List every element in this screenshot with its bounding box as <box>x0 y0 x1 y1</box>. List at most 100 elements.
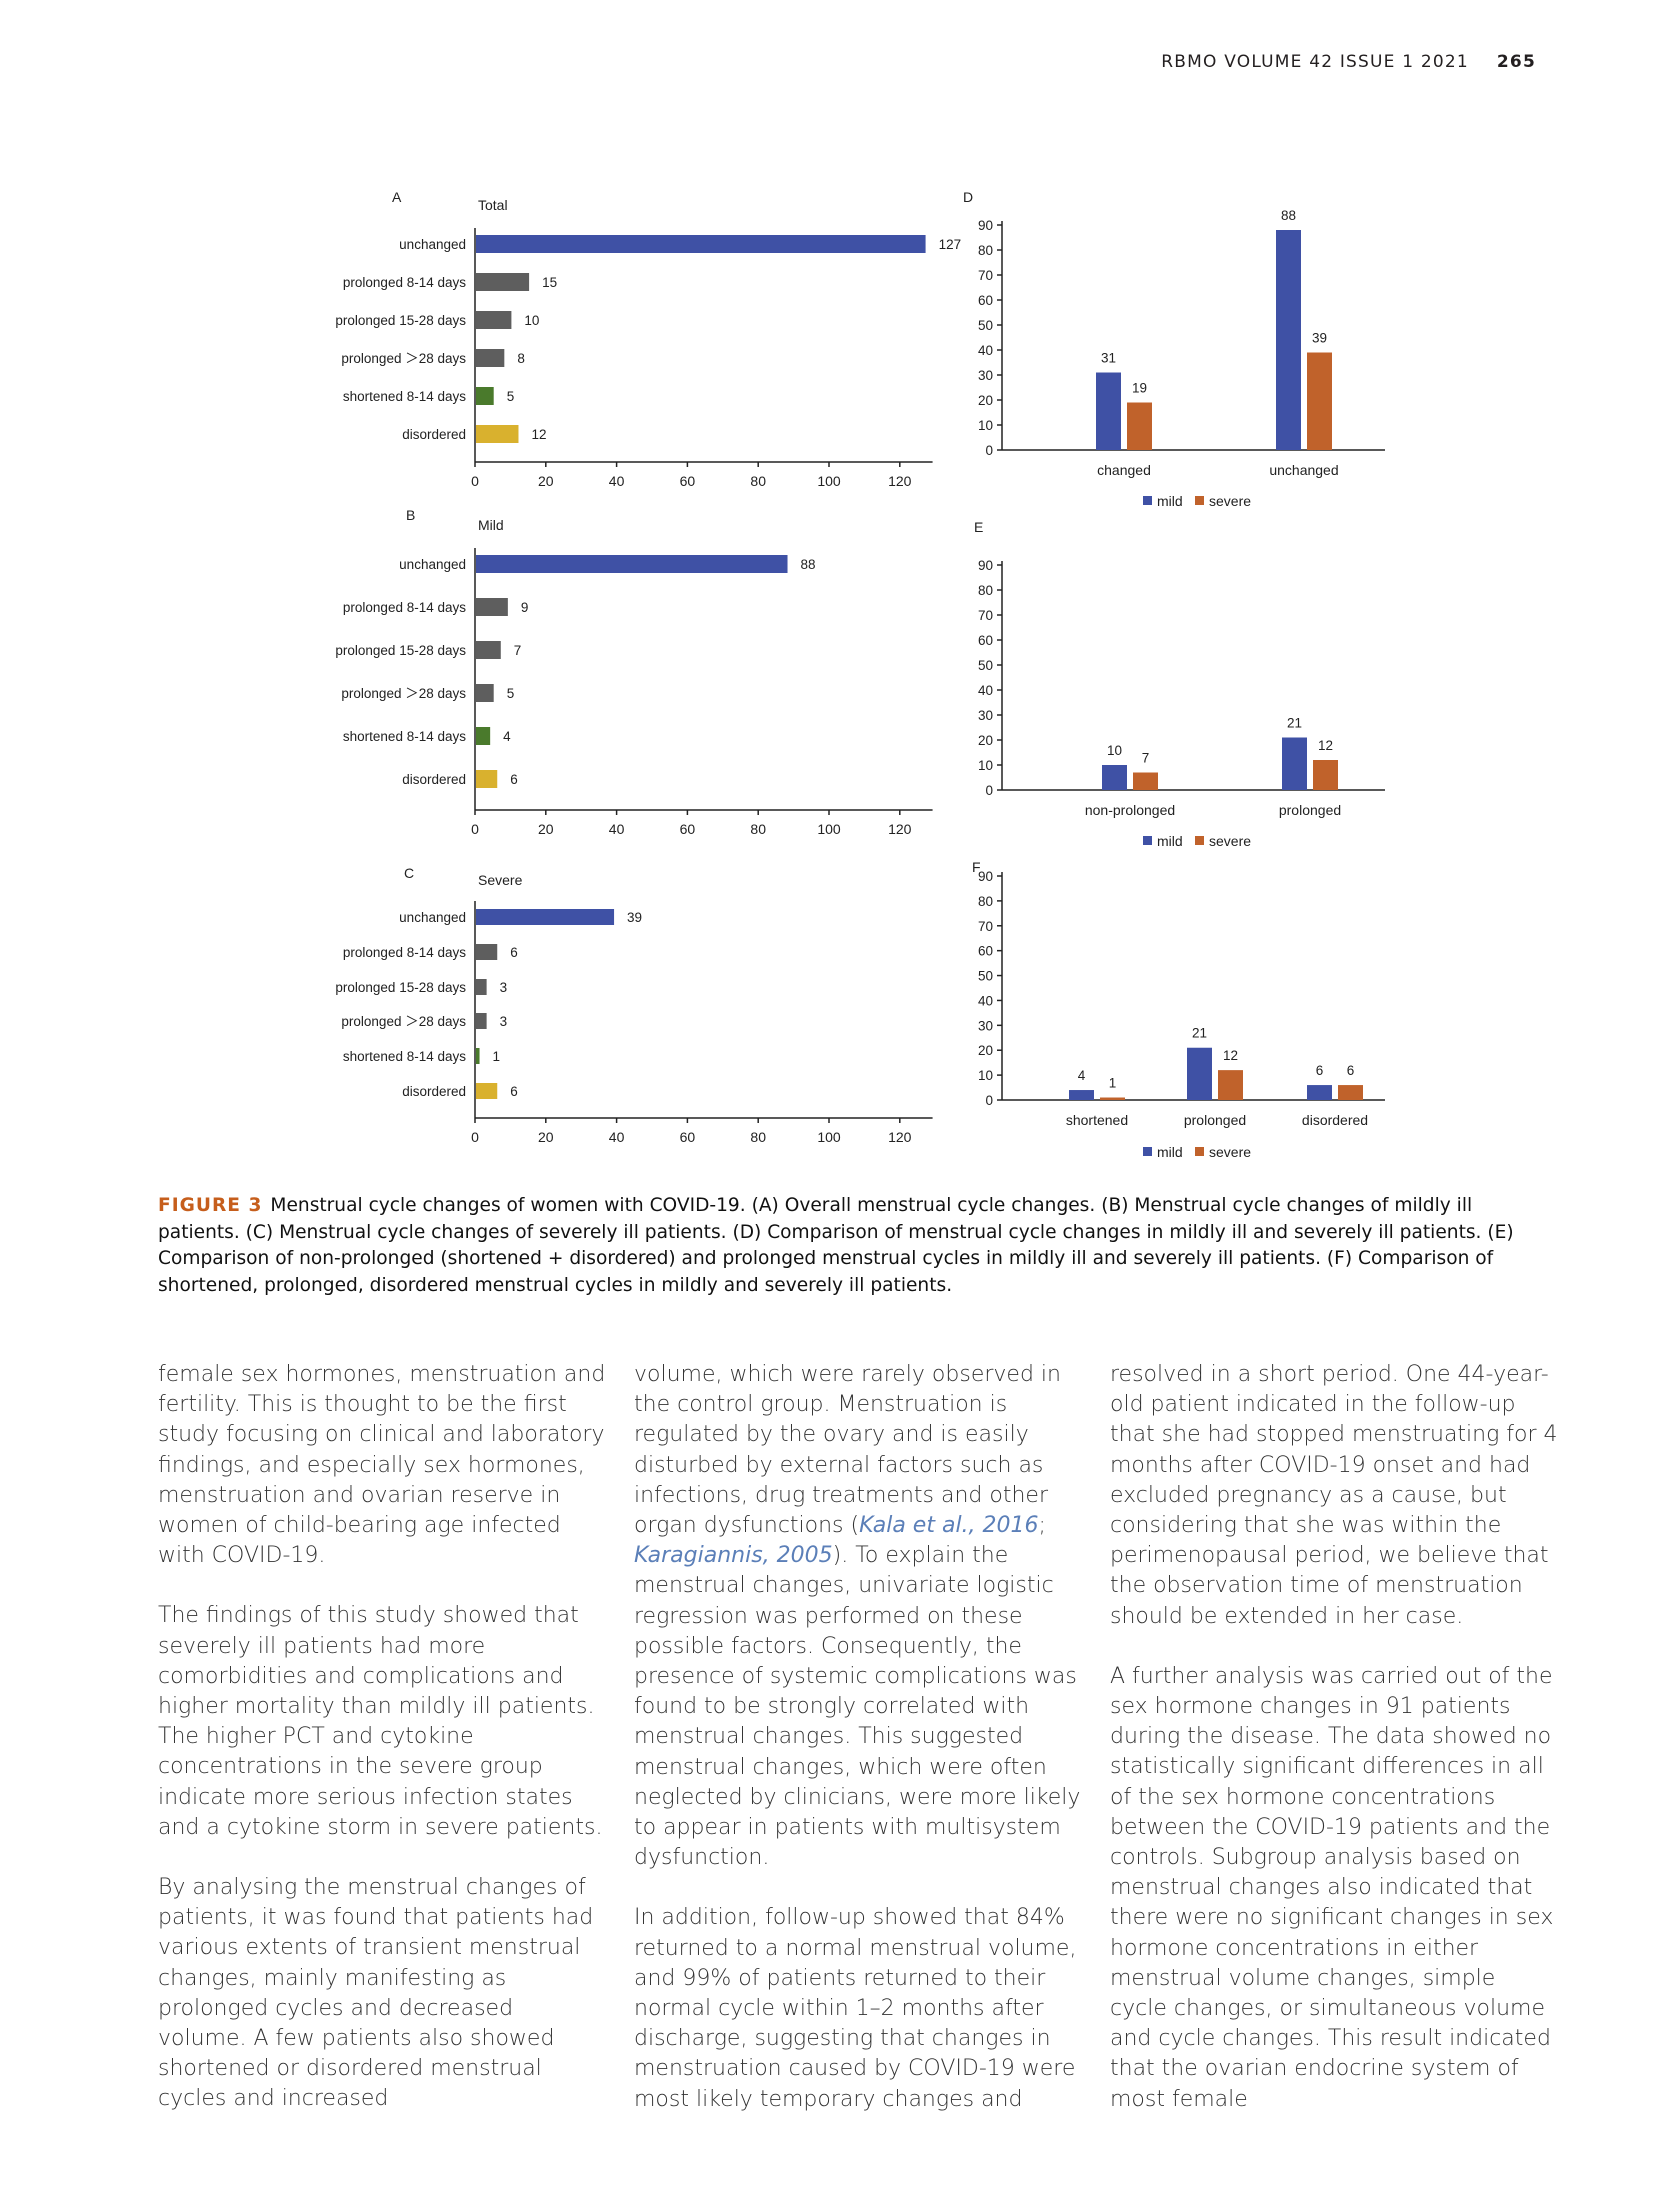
bar <box>1102 765 1127 790</box>
paragraph: In addition, follow-up showed that 84% r… <box>634 1905 1077 2112</box>
bar <box>476 944 498 960</box>
category-label: prolonged ＞28 days <box>341 686 466 701</box>
y-tick-label: 10 <box>978 758 993 773</box>
category-label: disordered <box>402 1084 466 1099</box>
bar <box>476 598 508 616</box>
category-label: shortened 8-14 days <box>343 729 466 744</box>
paragraph: A further analysis was carried out of th… <box>1110 1663 1554 2112</box>
y-tick-label: 10 <box>978 1068 993 1083</box>
x-tick-label: 80 <box>750 473 766 489</box>
x-tick-label: 120 <box>888 473 912 489</box>
bar <box>476 235 926 253</box>
bar <box>476 1083 498 1099</box>
data-label: 6 <box>510 945 518 960</box>
data-label: 9 <box>521 600 529 615</box>
bar <box>476 641 501 659</box>
data-label: 4 <box>1078 1068 1086 1083</box>
y-tick-label: 80 <box>978 894 993 909</box>
y-tick-label: 50 <box>978 969 993 984</box>
data-label: 4 <box>503 729 511 744</box>
x-tick-label: 100 <box>817 821 841 837</box>
bar <box>476 273 530 291</box>
data-label: 19 <box>1132 381 1147 396</box>
y-tick-label: 10 <box>978 418 993 433</box>
y-tick-label: 90 <box>978 869 993 884</box>
data-label: 88 <box>1281 208 1296 223</box>
category-label: changed <box>1097 462 1151 478</box>
legend-label: mild <box>1157 493 1183 509</box>
data-label: 6 <box>510 772 518 787</box>
y-tick-label: 40 <box>978 993 993 1008</box>
x-tick-label: 40 <box>609 1129 625 1145</box>
panel-letter: E <box>974 519 983 535</box>
x-tick-label: 0 <box>471 1129 479 1145</box>
category-label: prolonged ＞28 days <box>341 1014 466 1029</box>
citation-separator: ; <box>1038 1513 1046 1539</box>
running-header: RBMO VOLUME 42 ISSUE 1 2021 265 <box>1161 52 1536 72</box>
x-tick-label: 100 <box>817 1129 841 1145</box>
legend-swatch <box>1143 836 1152 845</box>
x-tick-label: 0 <box>471 821 479 837</box>
category-label: prolonged <box>1279 802 1341 818</box>
x-tick-label: 20 <box>538 1129 554 1145</box>
y-tick-label: 50 <box>978 318 993 333</box>
panel-title: Mild <box>478 517 504 533</box>
x-tick-label: 40 <box>609 473 625 489</box>
bar <box>476 1048 480 1064</box>
data-label: 5 <box>507 389 515 404</box>
bar <box>476 909 615 925</box>
bar <box>476 770 498 788</box>
paragraph: By analysing the menstrual changes of pa… <box>158 1875 594 2112</box>
data-label: 7 <box>1142 751 1150 766</box>
bar <box>1218 1070 1243 1100</box>
data-label: 39 <box>627 910 642 925</box>
data-label: 6 <box>510 1084 518 1099</box>
x-tick-label: 80 <box>750 1129 766 1145</box>
bar <box>1307 352 1332 450</box>
x-tick-label: 20 <box>538 473 554 489</box>
category-label: disordered <box>402 772 466 787</box>
x-tick-label: 80 <box>750 821 766 837</box>
bar <box>1338 1085 1363 1100</box>
bar <box>1307 1085 1332 1100</box>
y-tick-label: 70 <box>978 608 993 623</box>
bar <box>1276 230 1301 450</box>
data-label: 12 <box>1318 738 1333 753</box>
category-label: unchanged <box>399 910 466 925</box>
body-column-1: female sex hormones, menstruation and fe… <box>158 1360 606 2145</box>
citation-link[interactable]: Karagiannis, 2005 <box>634 1543 833 1569</box>
panel-letter: F <box>972 859 981 875</box>
y-tick-label: 30 <box>978 368 993 383</box>
bar <box>476 425 519 443</box>
bar <box>476 1013 487 1029</box>
citation-link[interactable]: Kala et al., 2016 <box>859 1513 1039 1539</box>
panel-title: Total <box>478 197 508 213</box>
legend-swatch <box>1143 496 1152 505</box>
y-tick-label: 30 <box>978 708 993 723</box>
data-label: 15 <box>542 275 557 290</box>
data-label: 12 <box>1223 1048 1238 1063</box>
y-tick-label: 90 <box>978 218 993 233</box>
bar <box>1133 772 1158 790</box>
data-label: 21 <box>1287 716 1302 731</box>
category-label: prolonged ＞28 days <box>341 351 466 366</box>
category-label: unchanged <box>1269 462 1338 478</box>
bar <box>1096 372 1121 450</box>
data-label: 10 <box>1107 743 1122 758</box>
bar <box>1313 760 1338 790</box>
category-label: shortened <box>1066 1112 1128 1128</box>
legend-label: severe <box>1209 833 1251 849</box>
bar <box>1282 737 1307 790</box>
y-tick-label: 60 <box>978 944 993 959</box>
y-tick-label: 80 <box>978 583 993 598</box>
bar <box>476 387 494 405</box>
y-tick-label: 20 <box>978 733 993 748</box>
category-label: unchanged <box>399 237 466 252</box>
data-label: 12 <box>531 427 546 442</box>
data-label: 1 <box>1109 1076 1117 1091</box>
bar <box>1100 1097 1125 1100</box>
bar <box>476 727 491 745</box>
journal-info: RBMO VOLUME 42 ISSUE 1 2021 <box>1161 52 1469 72</box>
data-label: 8 <box>517 351 525 366</box>
data-label: 3 <box>500 1014 508 1029</box>
